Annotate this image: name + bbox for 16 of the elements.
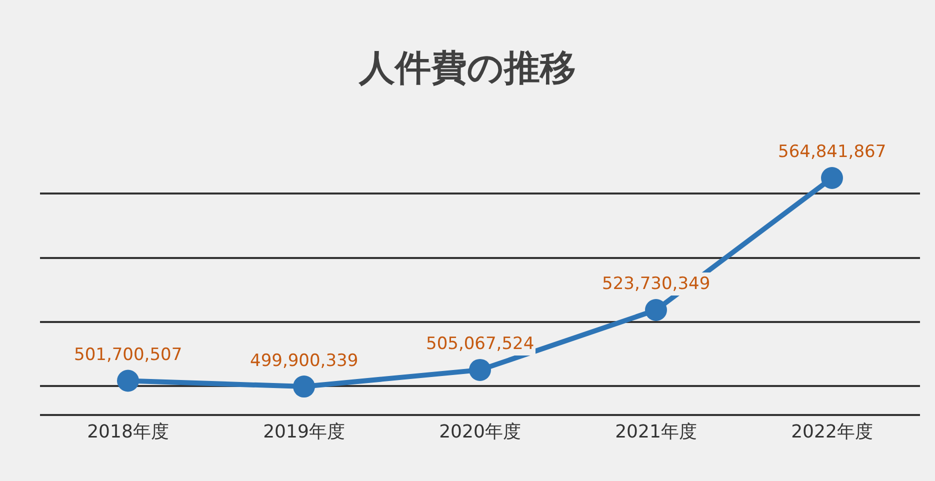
data-label: 564,841,867 — [778, 142, 886, 162]
chart-title: 人件費の推移 — [358, 48, 576, 89]
x-tick-label: 2019年度 — [263, 422, 345, 443]
data-label: 499,900,339 — [250, 351, 358, 371]
data-label: 501,700,507 — [74, 345, 182, 365]
x-tick-label: 2021年度 — [615, 422, 697, 443]
data-label: 523,730,349 — [602, 274, 710, 294]
point — [469, 358, 491, 381]
x-tick-label: 2018年度 — [87, 422, 169, 443]
point — [645, 299, 667, 322]
x-tick-label: 2020年度 — [439, 422, 521, 443]
point — [117, 370, 139, 392]
data-label: 505,067,524 — [426, 334, 534, 354]
x-tick-label: 2022年度 — [791, 422, 873, 443]
point — [293, 376, 315, 398]
point — [821, 167, 843, 189]
